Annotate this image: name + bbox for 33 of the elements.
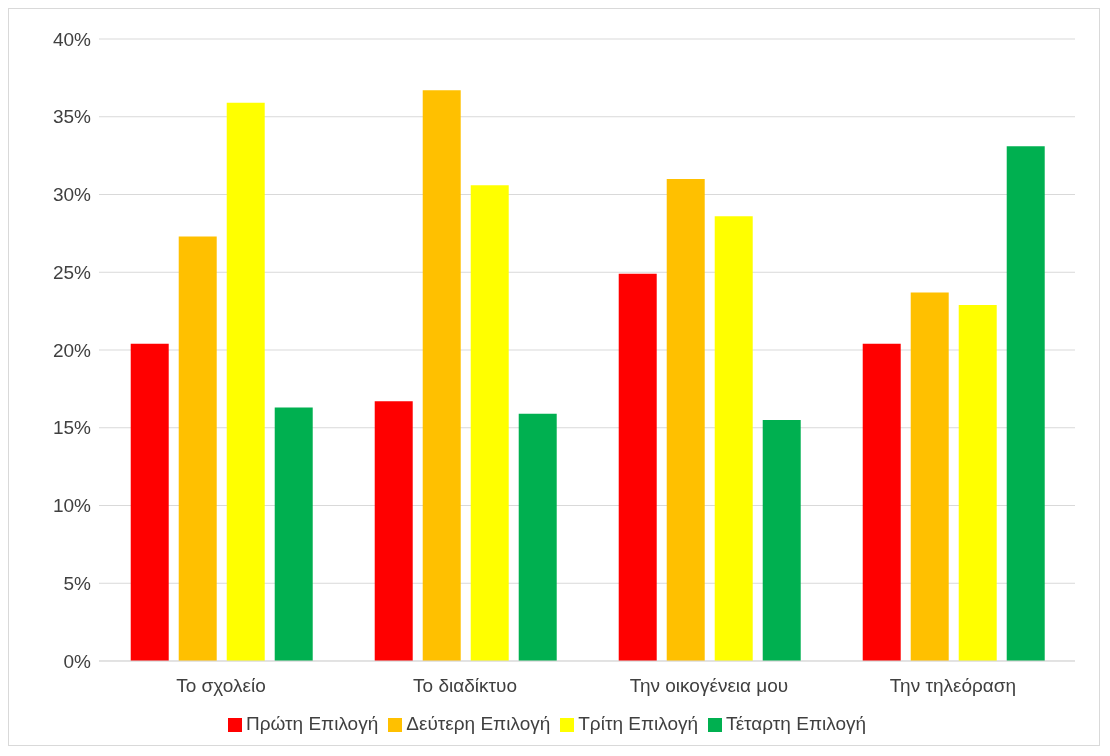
bar	[178, 236, 217, 661]
x-tick-label: Το διαδίκτυο	[413, 675, 517, 697]
bar	[958, 304, 997, 661]
bar	[226, 102, 265, 661]
y-tick-label: 40%	[52, 28, 92, 50]
bar	[130, 343, 169, 661]
y-tick-label: 15%	[52, 417, 92, 439]
bar	[910, 292, 949, 661]
x-tick-label: Το σχολείο	[176, 675, 266, 697]
bar	[618, 273, 657, 661]
legend-label: Πρώτη Επιλογή	[245, 713, 379, 734]
y-tick-label: 10%	[52, 495, 92, 517]
legend-label: Τέταρτη Επιλογή	[726, 713, 867, 734]
legend-label: Τρίτη Επιλογή	[578, 713, 699, 734]
legend-label: Δεύτερη Επιλογή	[406, 713, 551, 734]
y-tick-label: 20%	[52, 339, 92, 361]
bar	[470, 185, 509, 661]
bar	[518, 413, 557, 661]
bar	[422, 90, 461, 661]
y-tick-label: 0%	[63, 650, 92, 672]
bar	[374, 401, 413, 661]
bar	[762, 419, 801, 661]
y-tick-label: 30%	[52, 184, 92, 206]
bar	[714, 216, 753, 661]
y-tick-label: 35%	[52, 106, 92, 128]
x-tick-label: Την τηλεόραση	[889, 675, 1017, 697]
y-tick-label: 25%	[52, 261, 92, 283]
bar	[862, 343, 901, 661]
bar	[666, 178, 705, 661]
x-tick-label: Την οικογένεια μου	[629, 675, 789, 697]
y-tick-label: 5%	[63, 572, 92, 594]
bar	[1006, 146, 1045, 661]
bar	[274, 407, 313, 661]
